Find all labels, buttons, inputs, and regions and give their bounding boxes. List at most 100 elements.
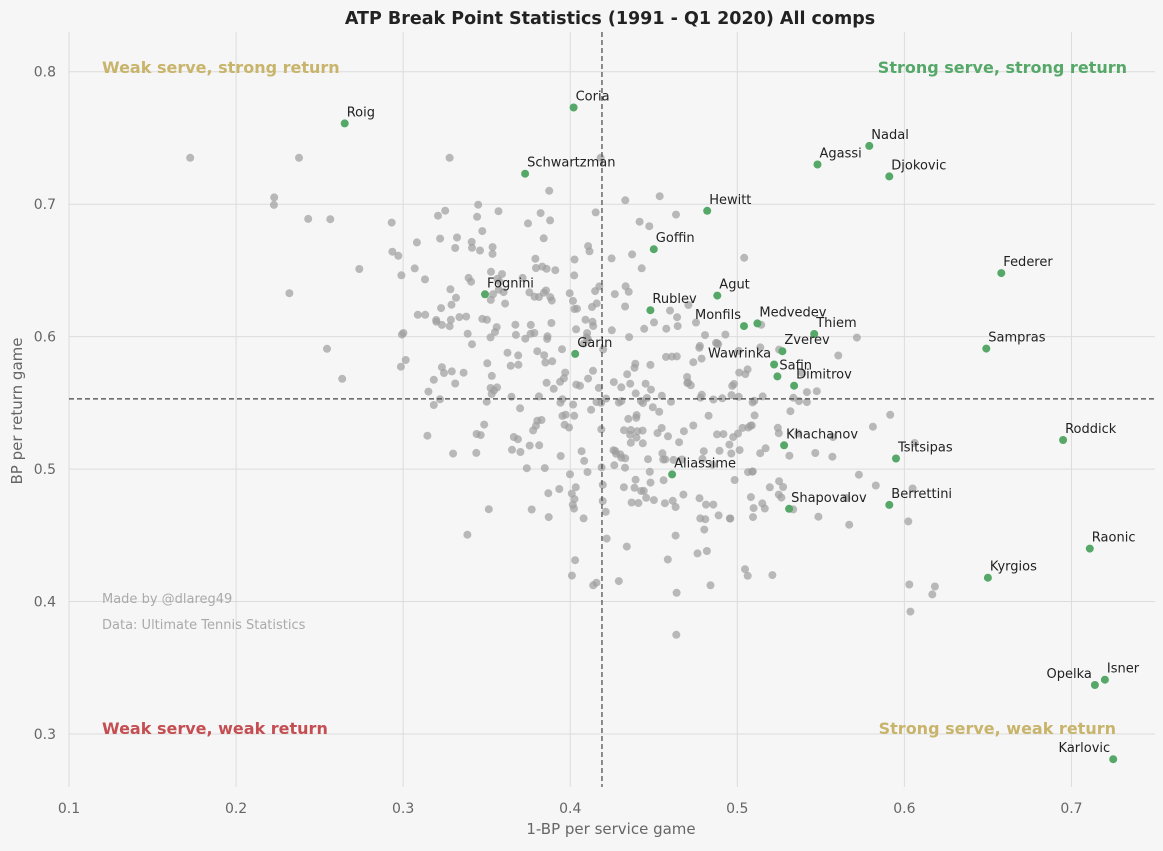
background-point: [532, 264, 540, 272]
background-point: [394, 251, 403, 260]
background-point: [702, 500, 710, 509]
background-point: [577, 447, 586, 456]
background-point: [756, 343, 765, 352]
x-tick-label: 0.3: [392, 801, 414, 817]
background-point: [568, 500, 577, 509]
background-point: [269, 200, 278, 209]
background-point: [596, 153, 605, 162]
x-tick-label: 0.5: [726, 801, 748, 817]
background-point: [355, 265, 364, 273]
background-point: [684, 301, 693, 309]
background-point: [700, 525, 709, 534]
background-point: [730, 476, 739, 484]
player-point: [753, 319, 762, 328]
background-point: [567, 571, 576, 580]
background-point: [531, 254, 540, 263]
credit-author: Made by @dlareg49: [102, 592, 232, 607]
player-point: [1059, 436, 1068, 444]
background-point: [285, 289, 294, 298]
player-point: [668, 470, 677, 479]
background-point: [672, 210, 680, 219]
player-label: Roddick: [1065, 422, 1117, 437]
background-point: [765, 483, 774, 492]
player-label: Monfils: [695, 308, 741, 323]
background-point: [617, 397, 626, 406]
background-point: [570, 411, 579, 420]
player-label: Federer: [1003, 255, 1053, 270]
background-point: [323, 344, 331, 353]
player-point: [778, 347, 787, 356]
x-tick-label: 0.7: [1060, 801, 1082, 817]
player-point: [892, 454, 900, 463]
background-point: [738, 423, 747, 432]
player-point: [340, 119, 349, 128]
background-point: [453, 233, 461, 242]
player-point: [1100, 675, 1109, 684]
background-point: [441, 206, 450, 215]
background-point: [672, 630, 681, 639]
background-point: [609, 378, 618, 387]
player-point: [646, 306, 655, 315]
background-point: [570, 255, 579, 264]
background-point: [514, 351, 523, 360]
background-point: [668, 496, 677, 505]
background-point: [695, 494, 704, 503]
background-point: [570, 305, 579, 313]
background-point: [468, 340, 476, 349]
background-point: [462, 312, 471, 321]
background-point: [632, 413, 641, 422]
background-point: [748, 398, 757, 407]
player-point: [770, 360, 779, 369]
player-point: [571, 349, 580, 358]
background-point: [547, 319, 556, 327]
quadrant-label-strong-strong: Strong serve, strong return: [878, 58, 1127, 77]
background-point: [413, 310, 422, 319]
y-tick-label: 0.7: [34, 197, 56, 213]
background-point: [669, 455, 678, 464]
background-point: [571, 483, 580, 492]
background-point: [646, 478, 655, 487]
background-point: [886, 410, 895, 419]
background-point: [482, 397, 491, 406]
background-point: [632, 433, 641, 442]
player-label: Raonic: [1092, 531, 1136, 546]
background-point: [626, 438, 635, 447]
background-point: [548, 357, 557, 366]
background-point: [538, 262, 547, 271]
player-point: [569, 103, 578, 112]
background-point: [624, 287, 633, 296]
background-point: [338, 374, 347, 383]
background-point: [689, 358, 698, 367]
background-point: [721, 330, 730, 339]
quadrant-labels: Weak serve, strong return Strong serve, s…: [102, 58, 1127, 738]
background-point: [701, 515, 710, 524]
background-point: [664, 432, 672, 441]
player-label: Dimitrov: [796, 368, 852, 383]
player-point: [885, 500, 894, 509]
background-point: [904, 517, 913, 526]
background-point: [750, 411, 759, 420]
background-point: [489, 290, 497, 299]
background-point: [727, 391, 736, 400]
background-point: [506, 361, 515, 370]
background-point: [621, 196, 630, 205]
x-tick-label: 0.2: [225, 801, 247, 817]
player-label: Sampras: [988, 331, 1045, 346]
y-tick-label: 0.5: [34, 462, 56, 478]
background-point: [677, 455, 686, 464]
player-label: Roig: [347, 105, 375, 120]
background-point: [524, 219, 532, 228]
background-point: [706, 581, 715, 590]
quadrant-label-weak-strong: Weak serve, strong return: [102, 58, 340, 77]
background-point: [486, 333, 495, 342]
background-point: [589, 581, 598, 590]
background-point: [423, 431, 432, 440]
background-point: [561, 410, 570, 419]
background-point: [673, 313, 682, 322]
background-point: [401, 356, 410, 364]
background-point: [540, 464, 549, 473]
player-label: Isner: [1107, 662, 1140, 677]
background-point: [725, 440, 734, 449]
background-point: [795, 397, 803, 406]
background-point: [522, 464, 531, 473]
